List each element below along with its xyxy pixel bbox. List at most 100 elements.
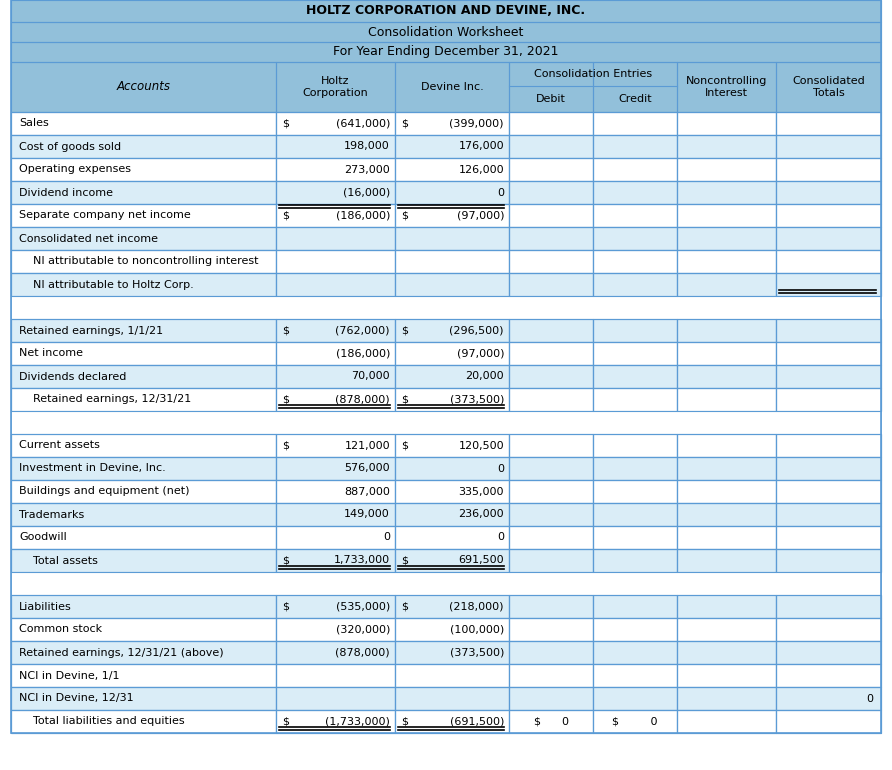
Bar xyxy=(509,181,593,204)
Text: Consolidation Entries: Consolidation Entries xyxy=(534,69,652,79)
Text: (320,000): (320,000) xyxy=(335,624,390,634)
Bar xyxy=(11,319,276,342)
Bar xyxy=(593,618,677,641)
Bar xyxy=(11,526,276,549)
Bar xyxy=(509,710,593,733)
Bar xyxy=(776,319,881,342)
Text: 0: 0 xyxy=(497,188,504,197)
Bar xyxy=(276,181,395,204)
Bar xyxy=(593,227,677,250)
Bar xyxy=(677,595,776,618)
Bar xyxy=(509,434,593,457)
Bar xyxy=(11,595,276,618)
Bar xyxy=(395,204,509,227)
Bar xyxy=(776,135,881,158)
Bar xyxy=(677,503,776,526)
Bar xyxy=(593,618,677,641)
Bar xyxy=(11,135,276,158)
Bar xyxy=(395,181,509,204)
Text: $: $ xyxy=(401,440,408,450)
Text: $: $ xyxy=(401,601,408,611)
Bar xyxy=(11,411,881,434)
Bar xyxy=(11,365,276,388)
Bar xyxy=(11,572,881,595)
Text: HOLTZ CORPORATION AND DEVINE, INC.: HOLTZ CORPORATION AND DEVINE, INC. xyxy=(307,5,585,18)
Bar xyxy=(395,250,509,273)
Bar xyxy=(11,273,276,296)
Bar xyxy=(395,342,509,365)
Bar xyxy=(593,158,677,181)
Text: Buildings and equipment (net): Buildings and equipment (net) xyxy=(19,487,189,497)
Bar xyxy=(776,641,881,664)
Bar xyxy=(509,227,593,250)
Bar xyxy=(677,250,776,273)
Bar xyxy=(776,227,881,250)
Bar xyxy=(276,641,395,664)
Bar xyxy=(677,595,776,618)
Text: 887,000: 887,000 xyxy=(344,487,390,497)
Bar xyxy=(677,434,776,457)
Bar xyxy=(509,664,593,687)
Bar xyxy=(395,273,509,296)
Bar xyxy=(509,273,593,296)
Text: Common stock: Common stock xyxy=(19,624,102,634)
Bar xyxy=(276,664,395,687)
Bar xyxy=(395,62,509,112)
Bar xyxy=(395,641,509,664)
Bar xyxy=(677,135,776,158)
Bar xyxy=(509,388,593,411)
Bar xyxy=(593,273,677,296)
Bar xyxy=(776,595,881,618)
Text: Noncontrolling
Interest: Noncontrolling Interest xyxy=(686,76,767,98)
Text: (399,000): (399,000) xyxy=(450,119,504,129)
Bar xyxy=(593,365,677,388)
Bar xyxy=(11,572,881,595)
Bar xyxy=(276,618,395,641)
Bar xyxy=(593,457,677,480)
Bar xyxy=(593,480,677,503)
Bar xyxy=(677,365,776,388)
Bar xyxy=(509,227,593,250)
Bar xyxy=(509,595,593,618)
Bar xyxy=(276,549,395,572)
Text: NI attributable to Holtz Corp.: NI attributable to Holtz Corp. xyxy=(33,280,194,290)
Bar xyxy=(509,319,593,342)
Text: Debit: Debit xyxy=(536,95,566,105)
Bar xyxy=(276,480,395,503)
Bar xyxy=(509,434,593,457)
Bar xyxy=(395,434,509,457)
Bar xyxy=(11,273,276,296)
Bar xyxy=(276,135,395,158)
Bar xyxy=(395,641,509,664)
Bar xyxy=(11,664,276,687)
Text: Trademarks: Trademarks xyxy=(19,510,84,520)
Text: 149,000: 149,000 xyxy=(344,510,390,520)
Bar xyxy=(11,687,276,710)
Text: (16,000): (16,000) xyxy=(343,188,390,197)
Bar xyxy=(776,457,881,480)
Bar xyxy=(509,480,593,503)
Text: $: $ xyxy=(401,326,408,336)
Bar xyxy=(593,549,677,572)
Bar xyxy=(509,687,593,710)
Bar xyxy=(593,687,677,710)
Bar xyxy=(776,181,881,204)
Text: 20,000: 20,000 xyxy=(466,371,504,381)
Bar xyxy=(776,595,881,618)
Bar xyxy=(509,181,593,204)
Bar xyxy=(776,158,881,181)
Bar xyxy=(395,319,509,342)
Bar xyxy=(776,480,881,503)
Bar xyxy=(677,365,776,388)
Bar xyxy=(776,342,881,365)
Bar xyxy=(593,595,677,618)
Bar xyxy=(677,204,776,227)
Bar xyxy=(11,204,276,227)
Bar xyxy=(395,250,509,273)
Text: Consolidated
Totals: Consolidated Totals xyxy=(792,76,865,98)
Bar xyxy=(509,687,593,710)
Text: Liabilities: Liabilities xyxy=(19,601,71,611)
Text: Credit: Credit xyxy=(618,95,652,105)
Bar xyxy=(276,204,395,227)
Bar xyxy=(776,687,881,710)
